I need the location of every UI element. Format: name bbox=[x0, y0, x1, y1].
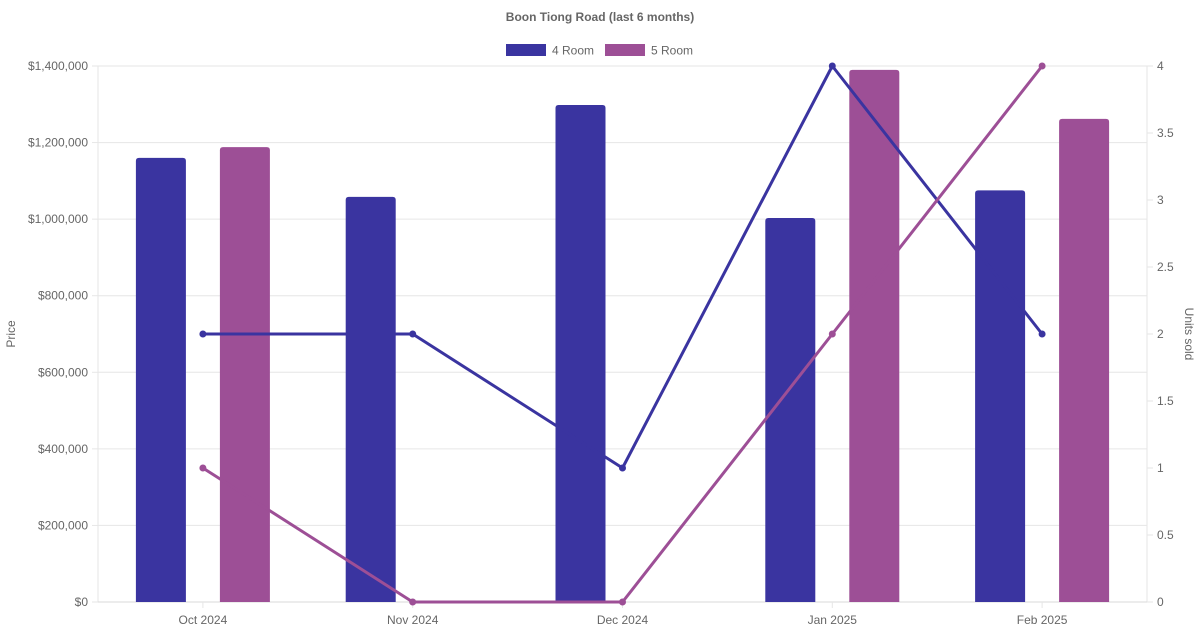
point-4-room bbox=[1038, 330, 1046, 338]
left-tick-label: $0 bbox=[75, 595, 89, 609]
bar-4-room bbox=[765, 217, 816, 602]
right-tick-label: 2 bbox=[1157, 327, 1164, 341]
right-tick-label: 1.5 bbox=[1157, 394, 1174, 408]
legend: 4 Room 5 Room bbox=[506, 44, 693, 58]
left-axis-title: Price bbox=[4, 320, 18, 348]
legend-label: 5 Room bbox=[651, 44, 693, 58]
right-tick-label: 2.5 bbox=[1157, 260, 1174, 274]
point-4-room bbox=[409, 330, 417, 338]
point-5-room bbox=[828, 330, 836, 338]
point-4-room bbox=[828, 62, 836, 70]
point-5-room bbox=[199, 464, 207, 472]
left-tick-label: $1,000,000 bbox=[28, 212, 88, 226]
point-5-room bbox=[409, 598, 417, 606]
point-4-room bbox=[199, 330, 207, 338]
right-axis: 0 0.5 1 1.5 2 2.5 3 3.5 4 bbox=[1146, 59, 1174, 609]
left-tick-label: $400,000 bbox=[38, 442, 88, 456]
point-5-room bbox=[1038, 62, 1046, 70]
right-tick-label: 0 bbox=[1157, 595, 1164, 609]
left-tick-label: $800,000 bbox=[38, 289, 88, 303]
x-tick-label: Jan 2025 bbox=[808, 613, 858, 627]
bar-4-room bbox=[975, 190, 1026, 602]
x-tick-label: Nov 2024 bbox=[387, 613, 439, 627]
bar-4-room bbox=[135, 157, 186, 602]
right-tick-label: 3.5 bbox=[1157, 126, 1174, 140]
line-4-room bbox=[202, 64, 1044, 470]
gridlines bbox=[98, 65, 1147, 603]
point-4-room bbox=[619, 464, 626, 472]
left-tick-label: $1,400,000 bbox=[28, 59, 88, 73]
x-tick-label: Feb 2025 bbox=[1017, 613, 1068, 627]
legend-swatch bbox=[605, 44, 645, 56]
bar-4-room bbox=[345, 196, 396, 603]
left-tick-label: $1,200,000 bbox=[28, 136, 88, 150]
legend-label: 4 Room bbox=[552, 44, 594, 58]
x-axis: Oct 2024 Nov 2024 Dec 2024 Jan 2025 Feb 2025 bbox=[98, 601, 1147, 627]
chart-title: Boon Tiong Road (last 6 months) bbox=[506, 10, 694, 24]
point-5-room bbox=[619, 598, 626, 606]
bar-5-room bbox=[219, 147, 270, 602]
bar-4-room bbox=[555, 105, 606, 603]
bars-layer bbox=[135, 69, 1110, 603]
bar-5-room bbox=[849, 69, 900, 603]
lines-layer bbox=[199, 62, 1046, 606]
left-axis: $0 $200,000 $400,000 $600,000 $800,000 $1,000… bbox=[28, 59, 99, 609]
right-tick-label: 4 bbox=[1157, 59, 1164, 73]
right-tick-label: 3 bbox=[1157, 193, 1164, 207]
left-tick-label: $600,000 bbox=[38, 365, 88, 379]
right-tick-label: 0.5 bbox=[1157, 528, 1174, 542]
x-tick-label: Dec 2024 bbox=[597, 613, 649, 627]
left-tick-label: $200,000 bbox=[38, 518, 88, 532]
legend-swatch bbox=[506, 44, 546, 56]
right-axis-title: Units sold bbox=[1182, 308, 1196, 361]
x-tick-label: Oct 2024 bbox=[179, 613, 228, 627]
right-tick-label: 1 bbox=[1157, 461, 1164, 475]
bar-5-room bbox=[1059, 118, 1110, 602]
